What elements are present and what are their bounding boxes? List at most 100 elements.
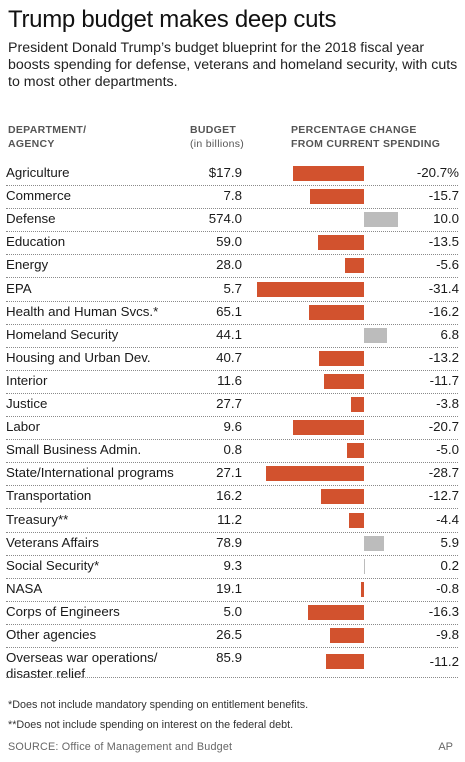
row-divider [6,554,458,556]
row-divider [6,677,458,679]
row-divider [6,369,458,371]
row-divider [6,231,458,233]
budget-value: 16.2 [216,488,242,504]
pct-change-bar [364,212,399,228]
table-row: Labor 9.6 -20.7 [6,419,459,442]
table-row: Education 59.0 -13.5 [6,234,459,257]
budget-value: $17.9 [208,165,242,180]
table-row: Defense 574.0 10.0 [6,211,459,234]
pct-change-bar [364,327,388,343]
table-row: NASA 19.1 -0.8 [6,580,459,604]
pct-change-label: 10.0 [433,211,459,227]
footnote-federal-debt: **Does not include spending on interest … [8,719,294,731]
row-divider [6,600,458,602]
table-row: Small Business Admin. 0.8 -5.0 [6,442,459,465]
department-name: Corps of Engineers [6,603,120,619]
row-divider [6,577,458,579]
pct-change-bar [318,350,364,366]
budget-value: 11.2 [217,511,242,527]
pct-change-label: -11.7 [429,372,459,388]
pct-change-label: -20.7% [416,165,459,180]
budget-value: 11.6 [217,372,242,388]
source-line: SOURCE: Office of Management and Budget [8,741,233,753]
department-name: Defense [6,211,56,227]
row-divider [6,439,458,441]
pct-change-bar [308,604,364,620]
table-row: Health and Human Svcs.* 65.1 -16.2 [6,303,459,327]
budget-value: 59.0 [216,234,242,250]
department-name: NASA [6,580,43,596]
table-row: EPA 5.7 -31.4 [6,281,459,304]
column-header-pct-line1: PERCENTAGE CHANGE [291,124,417,136]
pct-change-label: -15.7 [428,188,459,204]
budget-value: 28.0 [216,257,242,273]
pct-change-bar [364,535,385,551]
department-name: Treasury** [6,511,69,527]
department-name: Veterans Affairs [6,534,99,550]
department-name: Justice [6,396,48,411]
table-row: Veterans Affairs 78.9 5.9 [6,534,460,558]
pct-change-label: -9.8 [436,627,459,642]
budget-value: 9.3 [223,557,243,573]
pct-change-label: -28.7 [428,465,459,481]
row-divider [6,323,458,325]
column-header-pct-line2: FROM CURRENT SPENDING [291,138,441,150]
table-row: Transportation 16.2 -12.7 [6,488,459,511]
budget-value: 85.9 [216,650,242,666]
department-name: Energy [6,257,49,273]
row-divider [6,485,458,487]
table-row: Treasury** 11.2 -4.4 [6,511,459,535]
row-divider [6,254,458,256]
pct-change-bar [320,489,364,505]
department-name: Education [6,234,66,250]
row-divider [6,185,458,187]
department-name: Homeland Security [6,326,119,342]
column-header-department: DEPARTMENT/ AGENCY [8,123,178,151]
department-name: State/International programs [6,465,174,481]
budget-value: 9.6 [223,419,243,435]
row-divider [6,462,458,464]
pct-change-label: -3.8 [436,396,459,411]
pct-change-label: -5.0 [436,442,459,458]
department-name: Commerce [6,188,72,204]
row-divider [6,647,458,649]
budget-value: 574.0 [208,211,242,227]
row-divider [6,623,458,625]
table-row: Housing and Urban Dev. 40.7 -13.2 [6,349,459,373]
department-name: Other agencies [6,627,97,642]
table-row: Social Security* 9.3 0.2 [6,557,459,581]
pct-change-bar [323,373,364,389]
row-divider [6,208,458,210]
pct-change-label: -11.2 [429,654,459,670]
table-row: Agriculture $17.9 -20.7% [6,165,459,188]
pct-change-bar [293,166,364,181]
budget-value: 78.9 [216,534,242,550]
budget-value: 0.8 [223,442,243,458]
budget-value: 27.1 [216,465,242,481]
pct-change-bar [308,304,364,320]
pct-change-bar [348,512,364,528]
table-row: Interior 11.6 -11.7 [6,372,459,396]
row-divider [6,416,458,418]
pct-change-label: -0.8 [436,580,459,596]
row-divider [6,300,458,302]
pct-change-bar [364,558,365,574]
column-header-department-line1: DEPARTMENT/ [8,124,87,136]
budget-value: 19.1 [216,580,242,596]
pct-change-label: 5.9 [440,534,460,550]
row-divider [6,392,458,394]
pct-change-bar [346,443,364,459]
pct-change-bar [310,189,364,205]
pct-change-bar [344,258,364,274]
table-row: State/International programs 27.1 -28.7 [6,465,459,488]
pct-change-label: 6.8 [440,326,460,342]
column-header-budget-line2: (in billions) [190,138,245,150]
ap-credit: AP [438,741,453,753]
pct-change-bar [361,581,364,597]
column-header-budget-line1: BUDGET [190,124,237,136]
pct-change-bar [265,466,364,482]
pct-change-label: -5.6 [436,257,459,273]
budget-value: 40.7 [216,349,242,365]
table-row: Justice 27.7 -3.8 [6,396,459,419]
budget-value: 65.1 [216,303,242,319]
